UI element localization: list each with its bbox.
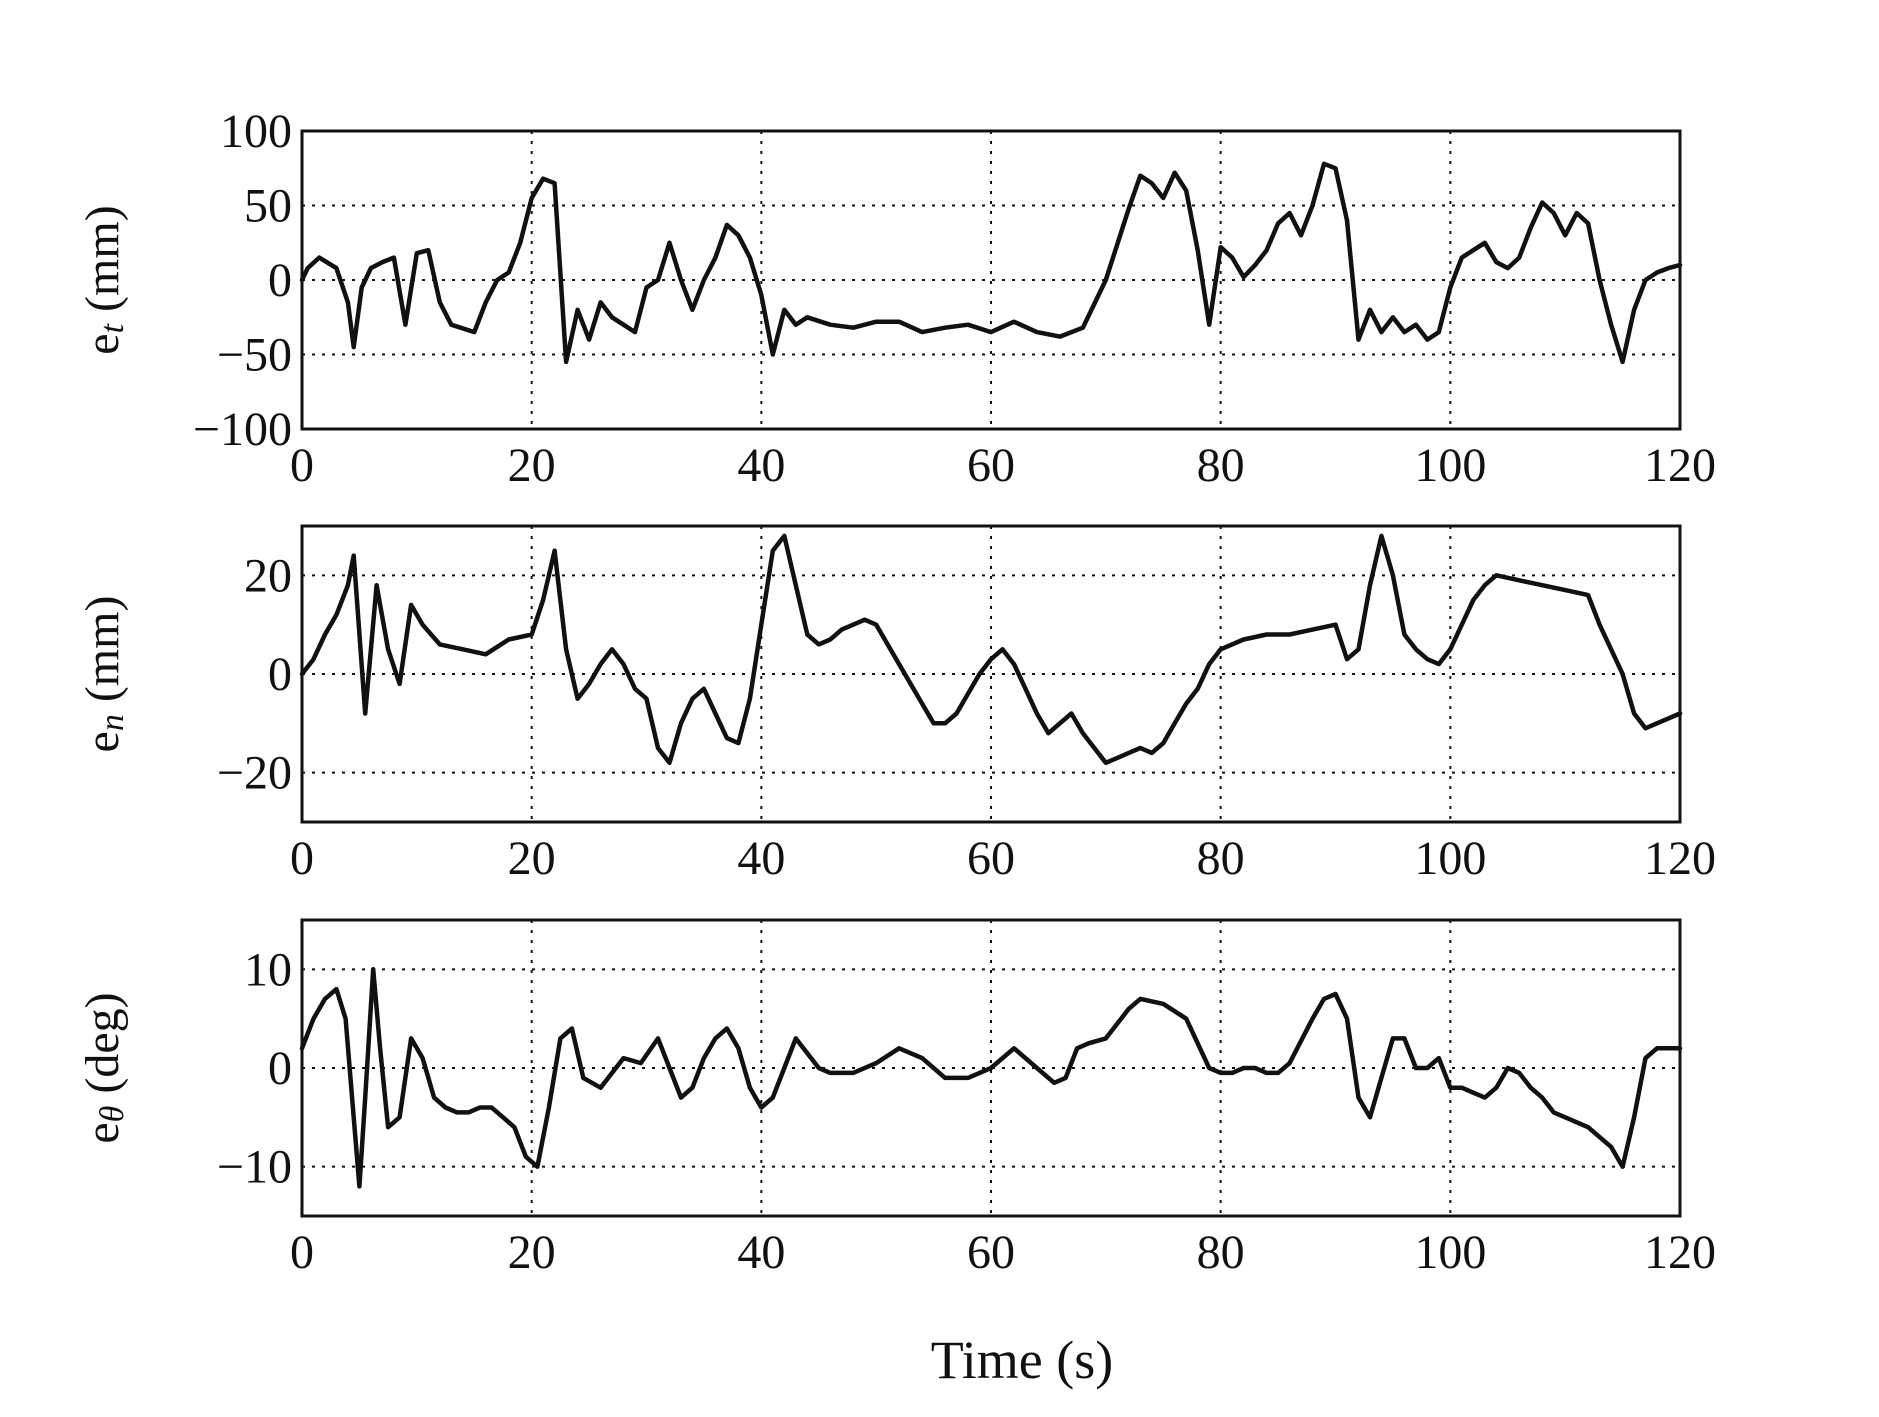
y-axis-label-main: e <box>76 333 129 354</box>
y-tick-label: 0 <box>268 1042 292 1095</box>
y-axis-label-unit: (mm) <box>76 205 129 312</box>
x-tick-label: 80 <box>1197 439 1245 492</box>
y-tick-label: −100 <box>193 403 292 456</box>
y-axis-label: et (mm) <box>76 205 131 354</box>
y-axis-label-main: e <box>76 1122 129 1143</box>
x-tick-label: 20 <box>508 832 556 885</box>
x-tick-label: 120 <box>1644 832 1716 885</box>
x-tick-label: 60 <box>967 832 1015 885</box>
x-tick-label: 0 <box>290 439 314 492</box>
x-tick-label: 0 <box>290 1226 314 1279</box>
y-tick-label: 20 <box>244 549 292 602</box>
y-axis-label-unit: (deg) <box>76 992 129 1093</box>
series-line-en <box>299 533 1683 766</box>
x-tick-label: 40 <box>737 1226 785 1279</box>
y-tick-label: 0 <box>268 254 292 307</box>
x-tick-label: 100 <box>1414 1226 1486 1279</box>
y-tick-label: 0 <box>268 648 292 701</box>
y-tick-label: −10 <box>217 1141 292 1194</box>
x-tick-label: 40 <box>737 439 785 492</box>
y-axis-label: en (mm) <box>76 596 131 753</box>
panel-etheta: 0 20 40 60 80 100 120 −10 0 10 eθ (deg) <box>76 918 1716 1279</box>
y-tick-label: 100 <box>220 105 292 158</box>
y-tick-label: −20 <box>217 747 292 800</box>
y-axis-label-subscript: θ <box>94 1106 131 1123</box>
plot-frame <box>300 918 1682 1218</box>
x-tick-label: 60 <box>967 1226 1015 1279</box>
x-tick-label: 60 <box>967 439 1015 492</box>
x-tick-label: 20 <box>508 1226 556 1279</box>
x-axis-title: Time (s) <box>931 1330 1114 1390</box>
x-tick-label: 20 <box>508 439 556 492</box>
y-axis-label-subscript: t <box>94 322 131 333</box>
panel-en: 0 20 40 60 80 100 120 −20 0 20 en (mm) <box>76 524 1716 885</box>
y-axis-label-subscript: n <box>94 714 131 731</box>
x-tick-label: 100 <box>1414 439 1486 492</box>
x-tick-label: 80 <box>1197 1226 1245 1279</box>
panel-et: 0 20 40 60 80 100 120 −100 −50 0 50 100 et (mm) <box>76 105 1716 492</box>
y-tick-label: −50 <box>217 329 292 382</box>
x-tick-label: 100 <box>1414 832 1486 885</box>
y-axis-label-main: e <box>76 731 129 752</box>
x-tick-label: 40 <box>737 832 785 885</box>
y-tick-label: 10 <box>244 943 292 996</box>
series-line-et <box>299 161 1683 365</box>
x-tick-label: 120 <box>1644 439 1716 492</box>
x-tick-label: 0 <box>290 832 314 885</box>
y-axis-label: eθ (deg) <box>76 992 131 1143</box>
x-tick-label: 80 <box>1197 832 1245 885</box>
y-axis-label-unit: (mm) <box>76 596 129 703</box>
series-line-etheta <box>299 967 1683 1189</box>
x-tick-label: 120 <box>1644 1226 1716 1279</box>
y-tick-label: 50 <box>244 180 292 233</box>
